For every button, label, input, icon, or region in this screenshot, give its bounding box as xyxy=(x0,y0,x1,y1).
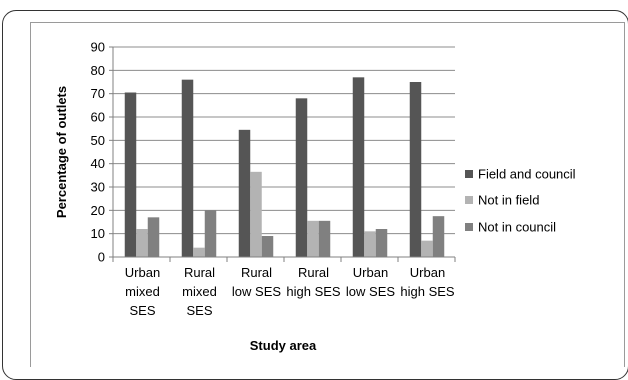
bar xyxy=(295,98,308,257)
x-tick-label: SES xyxy=(129,303,155,318)
x-tick-label: mixed xyxy=(125,284,160,299)
bar xyxy=(409,82,422,257)
bar xyxy=(261,236,274,257)
y-tick-label: 10 xyxy=(91,226,105,241)
y-tick-label: 50 xyxy=(91,133,105,148)
bar xyxy=(250,171,262,257)
gridlines xyxy=(113,46,455,235)
bar xyxy=(124,92,137,257)
bar-chart: 0 10 20 30 40 50 60 70 80 90 Urban mixed SES Rural mi… xyxy=(54,40,576,354)
y-tick-label: 70 xyxy=(91,86,105,101)
x-tick-label: Urban xyxy=(353,265,388,280)
x-tick-label: low SES xyxy=(346,284,395,299)
y-tick-label: 60 xyxy=(91,110,105,125)
legend-label: Not in field xyxy=(478,193,539,208)
bar xyxy=(307,220,319,257)
x-tick-label: low SES xyxy=(232,284,281,299)
y-tick-label: 80 xyxy=(91,63,105,78)
bars xyxy=(124,77,445,258)
legend: Field and council Not in field Not in coun… xyxy=(465,167,576,235)
x-tick-label: SES xyxy=(186,303,212,318)
legend-label: Not in council xyxy=(478,220,556,235)
x-tick-label: Rural xyxy=(298,265,329,280)
y-tick-label: 0 xyxy=(98,250,105,265)
y-axis-title: Percentage of outlets xyxy=(54,86,69,218)
legend-swatch xyxy=(465,170,473,178)
bar xyxy=(147,217,160,257)
x-tick-label: Rural xyxy=(184,265,215,280)
legend-swatch xyxy=(465,223,473,231)
bar xyxy=(421,240,433,257)
x-tick-label: high SES xyxy=(400,284,455,299)
bar xyxy=(181,79,194,258)
x-axis-title: Study area xyxy=(250,338,317,353)
bar xyxy=(364,231,376,257)
axes xyxy=(109,46,456,262)
x-tick-label: mixed xyxy=(182,284,217,299)
legend-swatch xyxy=(465,196,473,204)
bar xyxy=(432,216,445,257)
y-tick-labels: 0 10 20 30 40 50 60 70 80 90 xyxy=(91,40,105,265)
y-tick-label: 30 xyxy=(91,180,105,195)
bar xyxy=(193,247,205,257)
y-tick-label: 20 xyxy=(91,203,105,218)
x-tick-label: Rural xyxy=(241,265,272,280)
bar xyxy=(204,210,217,257)
bar xyxy=(375,229,388,257)
x-tick-label: high SES xyxy=(286,284,341,299)
x-tick-label: Urban xyxy=(125,265,160,280)
y-tick-label: 90 xyxy=(91,40,105,55)
y-tick-label: 40 xyxy=(91,156,105,171)
x-tick-labels: Urban mixed SES Rural mixed SES Rural low SES Ru… xyxy=(125,265,455,318)
legend-label: Field and council xyxy=(478,167,576,182)
bar xyxy=(352,77,365,257)
bar xyxy=(318,220,331,257)
bar xyxy=(238,129,251,257)
bar xyxy=(136,229,148,257)
x-tick-label: Urban xyxy=(410,265,445,280)
